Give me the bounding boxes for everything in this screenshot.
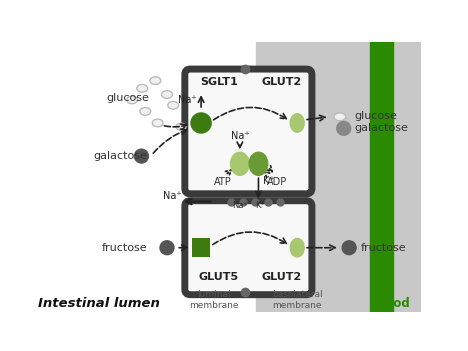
Text: SGLT1: SGLT1 xyxy=(200,77,238,87)
Bar xyxy=(370,42,393,312)
Circle shape xyxy=(191,113,211,133)
Text: GLUT2: GLUT2 xyxy=(262,77,302,87)
Bar xyxy=(58,42,256,312)
Ellipse shape xyxy=(176,123,186,130)
Ellipse shape xyxy=(168,101,179,109)
Text: blood: blood xyxy=(373,297,410,310)
Ellipse shape xyxy=(161,91,172,98)
FancyBboxPatch shape xyxy=(192,238,211,257)
Text: ATP: ATP xyxy=(214,177,232,187)
FancyBboxPatch shape xyxy=(185,69,312,194)
Text: K⁺: K⁺ xyxy=(255,201,265,210)
Circle shape xyxy=(134,149,148,163)
Text: galactose: galactose xyxy=(355,123,409,133)
Text: galactose: galactose xyxy=(94,151,147,161)
Ellipse shape xyxy=(127,96,138,104)
Ellipse shape xyxy=(231,152,249,176)
Bar xyxy=(256,42,421,312)
Text: fructose: fructose xyxy=(102,243,147,253)
Text: basolateral
membrane: basolateral membrane xyxy=(272,290,322,310)
Ellipse shape xyxy=(290,238,304,257)
FancyBboxPatch shape xyxy=(185,201,312,295)
Circle shape xyxy=(342,241,356,254)
Ellipse shape xyxy=(152,119,163,127)
Ellipse shape xyxy=(140,107,151,115)
Ellipse shape xyxy=(150,77,161,85)
Circle shape xyxy=(336,121,351,135)
Text: GLUT5: GLUT5 xyxy=(199,272,239,282)
Text: fructose: fructose xyxy=(361,243,406,253)
Ellipse shape xyxy=(334,113,346,121)
Ellipse shape xyxy=(290,114,304,132)
Text: glucose: glucose xyxy=(107,93,150,102)
Text: Intestinal lumen: Intestinal lumen xyxy=(38,297,160,310)
Circle shape xyxy=(160,241,174,254)
Text: K⁺: K⁺ xyxy=(263,176,275,186)
Text: Na⁺: Na⁺ xyxy=(232,201,248,210)
Ellipse shape xyxy=(249,152,268,176)
Text: GLUT2: GLUT2 xyxy=(262,272,302,282)
Text: Na⁺: Na⁺ xyxy=(231,131,249,141)
Text: glucose: glucose xyxy=(355,111,397,121)
Text: Na⁺: Na⁺ xyxy=(178,95,197,105)
Text: luminal
membrane: luminal membrane xyxy=(189,290,238,310)
Text: ADP: ADP xyxy=(267,177,287,187)
Ellipse shape xyxy=(137,85,147,92)
Text: Na⁺: Na⁺ xyxy=(163,191,182,201)
